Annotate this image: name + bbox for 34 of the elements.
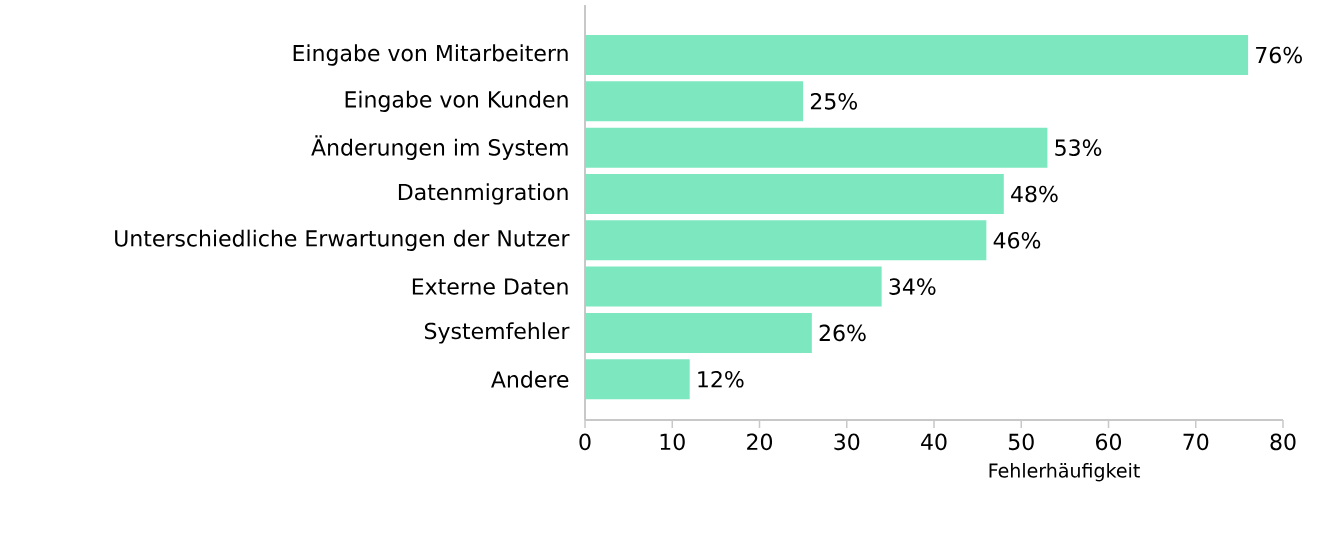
x-tick-label: 20 bbox=[747, 433, 773, 451]
x-tick-label: 30 bbox=[834, 433, 860, 451]
y-tick-label: Externe Daten bbox=[412, 278, 568, 295]
data-label: 46% bbox=[993, 231, 1041, 249]
bar bbox=[585, 173, 1004, 214]
y-tick-label: Eingabe von Mitarbeitern bbox=[293, 44, 568, 66]
y-tick-label: Änderungen im System bbox=[311, 135, 568, 160]
bar bbox=[585, 220, 987, 261]
bar bbox=[585, 312, 812, 353]
x-axis-title: Fehlerhäufigkeit bbox=[989, 463, 1140, 482]
data-label: 53% bbox=[1055, 139, 1102, 156]
x-tick-label: 60 bbox=[1096, 433, 1122, 451]
bar bbox=[585, 35, 1249, 76]
data-label: 76% bbox=[1256, 46, 1302, 64]
bar bbox=[585, 127, 1048, 168]
data-label: 48% bbox=[1011, 185, 1058, 203]
y-tick-label: Eingabe von Kunden bbox=[345, 90, 568, 112]
x-tick-label: 50 bbox=[1008, 433, 1034, 451]
y-tick-label: Unterschiedliche Erwartungen der Nutzer bbox=[115, 229, 570, 251]
bar bbox=[585, 81, 804, 122]
data-label: 12% bbox=[698, 370, 744, 388]
bar bbox=[585, 359, 690, 400]
x-tick-label: 40 bbox=[921, 433, 947, 451]
data-label: 25% bbox=[810, 93, 858, 110]
data-label: 34% bbox=[889, 278, 936, 295]
x-tick-label: 70 bbox=[1183, 433, 1209, 451]
y-tick-label: Andere bbox=[491, 370, 569, 388]
y-tick-label: Systemfehler bbox=[424, 322, 570, 344]
x-tick-label: 0 bbox=[579, 433, 591, 451]
y-tick-label: Datenmigration bbox=[398, 183, 568, 205]
data-label: 26% bbox=[819, 324, 866, 342]
bar bbox=[585, 266, 882, 307]
x-tick-label: 80 bbox=[1270, 433, 1296, 451]
x-tick-label: 10 bbox=[660, 433, 685, 451]
